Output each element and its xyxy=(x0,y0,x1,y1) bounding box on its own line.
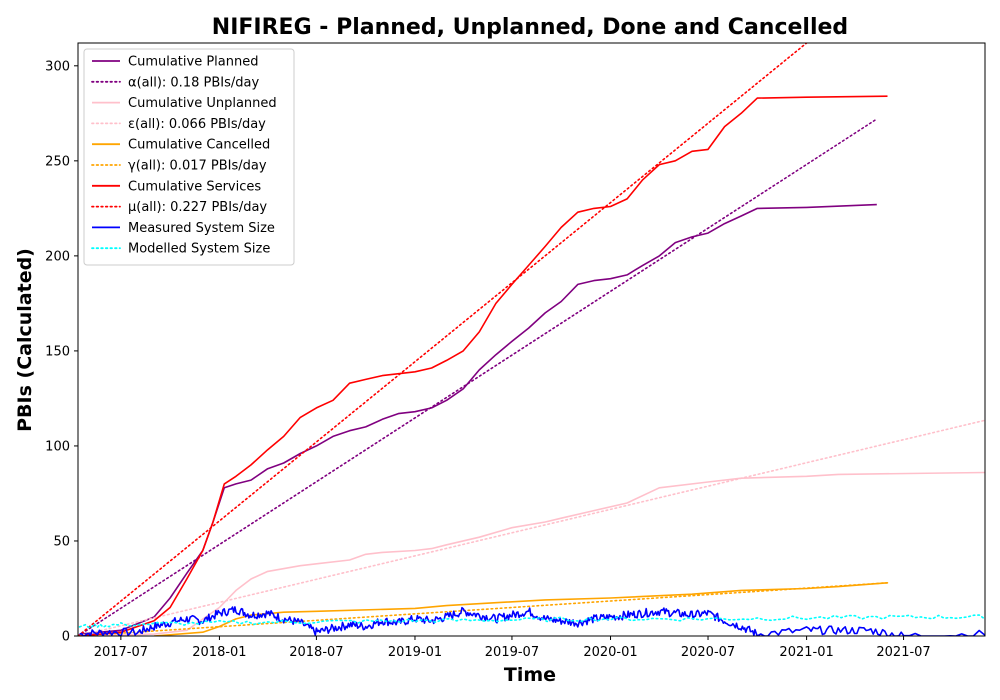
series-line-all-0-18-pbis-day xyxy=(78,118,878,636)
legend-entry: Measured System Size xyxy=(128,221,275,236)
y-axis-label: PBIs (Calculated) xyxy=(14,248,36,432)
y-axis: 0 50 100 150 200 250 300 xyxy=(45,59,78,645)
legend-entry: Cumulative Services xyxy=(128,179,261,194)
series-line-cumulative-cancelled xyxy=(154,582,888,636)
y-tick-label: 200 xyxy=(45,249,70,264)
chart-title: NIFIREG - Planned, Unplanned, Done and C… xyxy=(212,15,848,40)
legend-entry: μ(all): 0.227 PBIs/day xyxy=(128,200,267,215)
x-tick-label: 2019-07 xyxy=(485,645,539,660)
x-tick-label: 2018-07 xyxy=(289,645,343,660)
y-tick-label: 150 xyxy=(45,344,70,359)
series-line-cumulative-services xyxy=(79,95,888,636)
y-tick-label: 0 xyxy=(62,630,70,645)
legend: Cumulative Planned α(all): 0.18 PBIs/day C… xyxy=(83,48,295,266)
legend-entry: α(all): 0.18 PBIs/day xyxy=(128,75,259,90)
series-line-modelled-system-size xyxy=(78,614,985,629)
x-axis-label: Time xyxy=(504,664,556,686)
x-tick-label: 2021-01 xyxy=(779,645,833,660)
series-line-all-0-017-pbis-day xyxy=(78,582,889,636)
x-tick-label: 2020-07 xyxy=(681,645,735,660)
x-tick-label: 2020-01 xyxy=(583,645,637,660)
series-line-all-0-227-pbis-day xyxy=(78,43,808,636)
x-tick-label: 2018-01 xyxy=(192,645,246,660)
x-tick-label: 2017-07 xyxy=(94,645,148,660)
x-tick-label: 2021-07 xyxy=(876,645,930,660)
y-tick-label: 50 xyxy=(53,534,70,549)
y-tick-label: 300 xyxy=(45,59,70,74)
series-line-measured-system-size xyxy=(79,606,985,636)
series-line-cumulative-unplanned xyxy=(79,471,985,636)
legend-entry: Cumulative Planned xyxy=(128,55,258,70)
legend-entry: Cumulative Cancelled xyxy=(128,138,270,153)
series-line-all-0-066-pbis-day xyxy=(78,419,985,636)
y-tick-label: 250 xyxy=(45,154,70,169)
legend-box xyxy=(83,48,295,266)
legend-entry: γ(all): 0.017 PBIs/day xyxy=(128,159,267,174)
x-axis: 2017-07 2018-01 2018-07 2019-01 2019-07 2020-… xyxy=(94,636,931,660)
legend-entry: Cumulative Unplanned xyxy=(128,96,277,111)
y-tick-label: 100 xyxy=(45,439,70,454)
plot-frame xyxy=(77,42,986,637)
legend-entry: Modelled System Size xyxy=(128,242,270,257)
legend-entry: ε(all): 0.066 PBIs/day xyxy=(128,117,266,132)
series-line-cumulative-planned xyxy=(79,203,877,635)
x-tick-label: 2019-01 xyxy=(388,645,442,660)
